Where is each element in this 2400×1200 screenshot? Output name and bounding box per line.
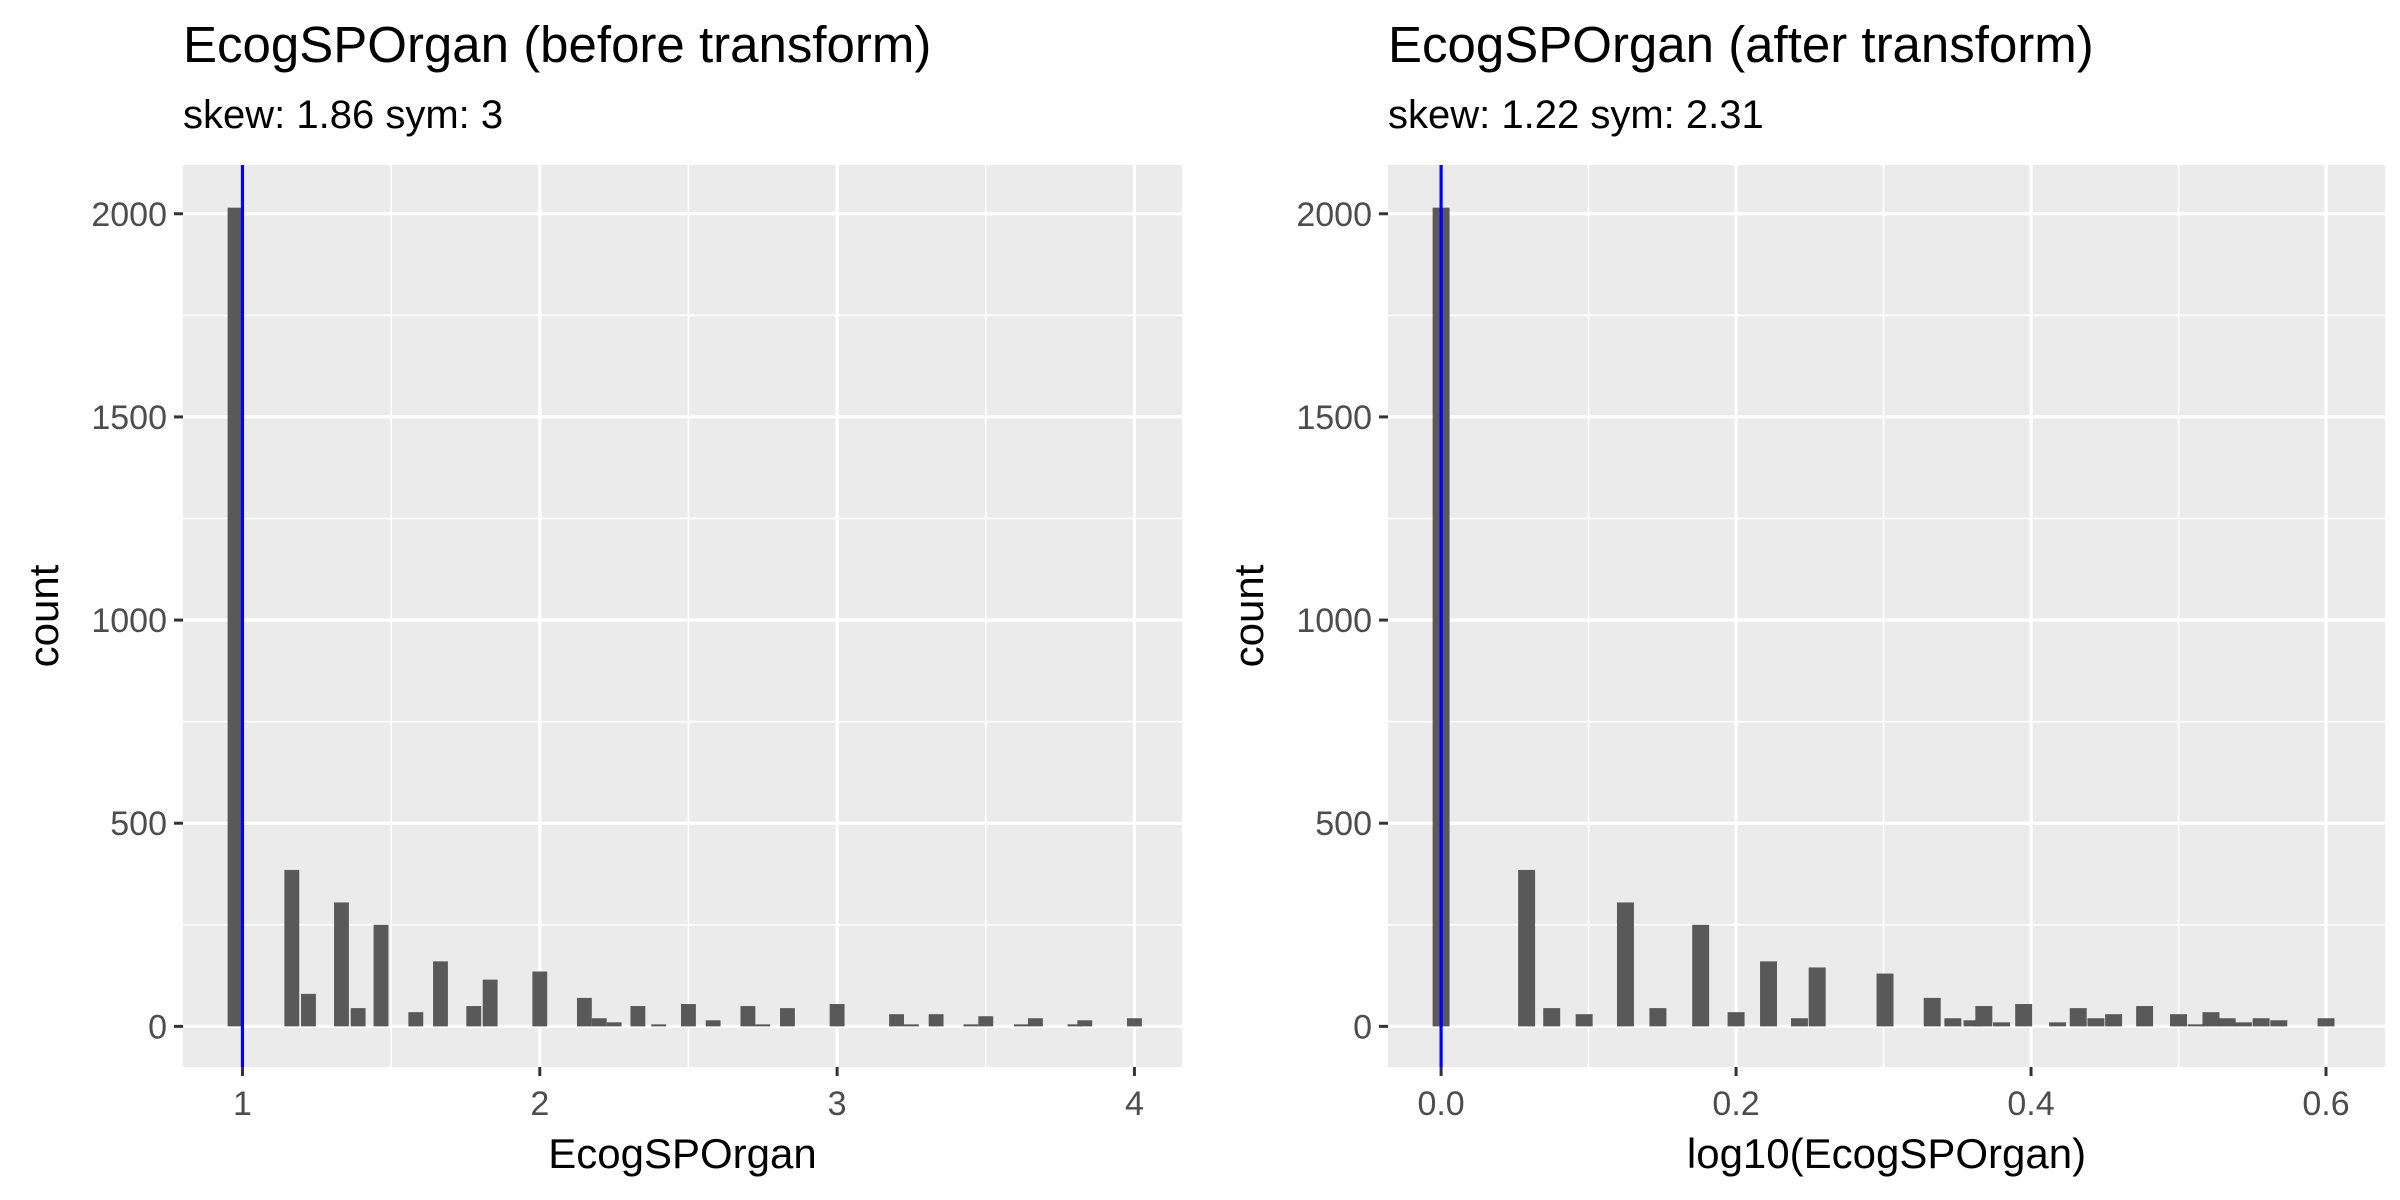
y-tick-label: 2000	[1296, 196, 1372, 234]
histogram-bar	[1808, 967, 1826, 1027]
histogram-bar	[2187, 1024, 2205, 1027]
x-axis-title: EcogSPOrgan	[548, 1130, 817, 1177]
histogram-bar	[1760, 961, 1777, 1027]
y-tick-label: 0	[1353, 1008, 1372, 1046]
y-tick-label: 1000	[91, 602, 167, 640]
histogram-bar	[740, 1006, 756, 1027]
panel-background	[183, 165, 1182, 1067]
x-tick-label: 4	[1125, 1085, 1144, 1123]
histogram-bar	[1077, 1020, 1093, 1027]
histogram-bar	[1067, 1024, 1083, 1027]
histogram-bar	[1993, 1022, 2011, 1027]
x-tick-label: 0.2	[1712, 1085, 1759, 1123]
histogram-bar	[780, 1008, 795, 1027]
histogram-bar	[2069, 1008, 2087, 1027]
x-tick-label: 3	[828, 1085, 847, 1123]
histogram-bar	[1923, 997, 1941, 1027]
x-tick-label: 1	[233, 1085, 252, 1123]
histogram-bar	[2015, 1004, 2033, 1027]
chart-subtitle: skew: 1.22 sym: 2.31	[1388, 93, 1764, 137]
histogram-bar	[2136, 1006, 2154, 1027]
histogram-bar	[373, 924, 389, 1027]
histogram-bar	[576, 997, 592, 1027]
y-tick-label: 500	[1315, 805, 1372, 843]
histogram-bar	[2270, 1020, 2288, 1027]
histogram-bar	[1791, 1018, 1808, 1027]
histogram-bar	[433, 961, 448, 1027]
histogram-bar	[532, 971, 548, 1027]
histogram-bar	[1126, 1018, 1142, 1027]
histogram-bar	[2202, 1012, 2220, 1027]
histogram-bar	[2218, 1018, 2236, 1027]
histogram-bar	[963, 1024, 979, 1027]
histogram-bar	[1727, 1012, 1745, 1027]
histogram-bar	[1944, 1018, 1962, 1027]
histogram-bar	[755, 1024, 771, 1027]
histogram-bar	[1616, 902, 1634, 1027]
y-tick-label: 500	[110, 805, 167, 843]
histogram-bar	[681, 1004, 696, 1027]
x-tick-label: 2	[530, 1085, 549, 1123]
histogram-bar	[482, 979, 498, 1027]
histogram-bar	[284, 869, 300, 1027]
histogram-bar	[334, 902, 349, 1027]
histogram-bar	[350, 1008, 366, 1027]
histogram-bar	[1543, 1008, 1561, 1027]
chart-title: EcogSPOrgan (after transform)	[1388, 16, 2094, 73]
histogram-bar	[978, 1016, 994, 1027]
histogram-bar	[408, 1012, 424, 1027]
histogram-bar	[705, 1020, 721, 1027]
histogram-bar	[1649, 1008, 1667, 1027]
histogram-bar	[2234, 1022, 2252, 1027]
histogram-bar	[606, 1022, 622, 1027]
y-tick-label: 1500	[1296, 399, 1372, 437]
histogram-bar	[2087, 1018, 2105, 1027]
histogram-bar	[1692, 924, 1710, 1027]
histogram-bar	[1963, 1020, 1981, 1027]
histogram-bar	[1014, 1024, 1029, 1027]
histogram-bar	[301, 993, 316, 1027]
y-tick-label: 1500	[91, 399, 167, 437]
histogram-bar	[651, 1024, 667, 1027]
y-axis-title: count	[1225, 564, 1272, 667]
x-tick-label: 0.4	[2007, 1085, 2054, 1123]
histogram-bar	[829, 1004, 845, 1027]
histogram-bar	[1027, 1018, 1043, 1027]
histogram-bar	[2049, 1022, 2067, 1027]
histogram-bar	[2252, 1018, 2270, 1027]
histogram-bar	[630, 1006, 646, 1027]
y-tick-label: 2000	[91, 196, 167, 234]
x-tick-label: 0.0	[1417, 1085, 1464, 1123]
histogram-bar	[889, 1014, 905, 1027]
histogram-bar	[2317, 1018, 2335, 1027]
histogram-bar	[2170, 1014, 2188, 1027]
histogram-bar	[1876, 973, 1894, 1027]
histogram-bar	[2105, 1014, 2123, 1027]
chart-title: EcogSPOrgan (before transform)	[183, 16, 931, 73]
chart-panel-1: 0 500 1000 1500 2000 1 2 3 4 EcogSPOrgan (before …	[20, 16, 1182, 1177]
y-axis-title: count	[20, 564, 67, 667]
x-axis-title: log10(EcogSPOrgan)	[1687, 1130, 2086, 1177]
histogram-bar	[928, 1014, 944, 1027]
histogram-bar	[904, 1024, 919, 1027]
chart-panel-2: 0 500 1000 1500 2000 0.0 0.2 0.4 0.6 EcogSPOrgan …	[1225, 16, 2385, 1177]
panel-background	[1388, 165, 2385, 1067]
histogram-bar	[466, 1006, 482, 1027]
x-tick-label: 0.6	[2302, 1085, 2349, 1123]
histogram-bar	[591, 1018, 607, 1027]
y-tick-label: 1000	[1296, 602, 1372, 640]
histogram-bar	[1518, 869, 1536, 1027]
chart-subtitle: skew: 1.86 sym: 3	[183, 93, 503, 137]
histogram-bar	[1575, 1014, 1593, 1027]
histogram-bar	[1975, 1006, 1993, 1027]
y-tick-label: 0	[148, 1008, 167, 1046]
histogram-bar	[227, 207, 243, 1027]
